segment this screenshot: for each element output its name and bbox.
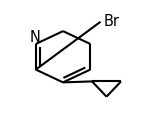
Text: Br: Br	[104, 14, 119, 29]
Text: N: N	[30, 30, 41, 45]
